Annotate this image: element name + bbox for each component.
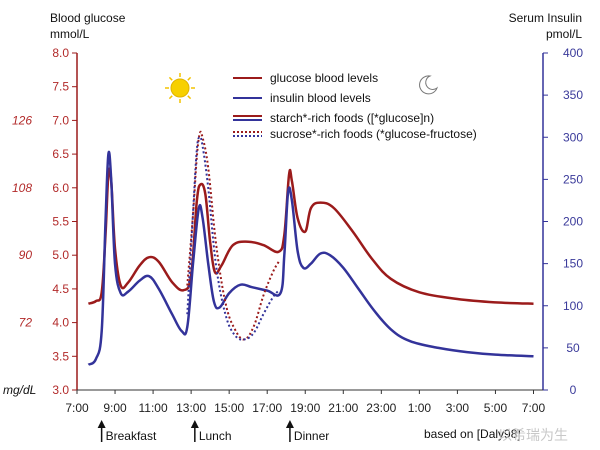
mgdl-unit-label: mg/dL	[3, 383, 36, 397]
meal-label: Dinner	[294, 429, 329, 443]
mgdl-tick-label: 72	[19, 316, 33, 330]
right-axis-title: Serum Insulin	[509, 11, 582, 25]
x-tick-label: 9:00	[103, 401, 127, 415]
right-tick-label: 400	[563, 46, 583, 60]
left-tick-label: 7.5	[52, 80, 69, 94]
right-tick-label: 200	[563, 215, 583, 229]
left-axis-title: Blood glucose	[50, 11, 126, 25]
sun-icon	[165, 73, 195, 103]
series-line-insulin-sucrose	[186, 135, 280, 341]
left-tick-label: 3.0	[52, 383, 69, 397]
x-tick-label: 23:00	[366, 401, 396, 415]
left-tick-label: 5.0	[52, 248, 69, 262]
left-tick-label: 5.5	[52, 215, 69, 229]
left-tick-label: 6.0	[52, 181, 69, 195]
right-tick-label: 150	[563, 257, 583, 271]
right-tick-label: 250	[563, 172, 583, 186]
x-tick-label: 7:00	[522, 401, 546, 415]
ticks-layer: 3.0 3.5 4.0 4.5 5.0 5.5 6.0 6.5 7.0 7.5 8.0 72 90 108…	[12, 46, 583, 415]
crescent-moon-icon	[419, 75, 439, 95]
x-tick-label: 11:00	[139, 401, 168, 415]
right-tick-label: 300	[563, 130, 583, 144]
left-axis-unit: mmol/L	[50, 27, 90, 41]
right-axis-unit: pmol/L	[546, 27, 582, 41]
legend-label-glucose: glucose blood levels	[270, 71, 378, 85]
legend: glucose blood levels insulin blood level…	[233, 71, 477, 141]
x-tick-label: 21:00	[328, 401, 358, 415]
x-tick-label: 5:00	[484, 401, 508, 415]
x-tick-label: 1:00	[408, 401, 432, 415]
mgdl-tick-label: 108	[12, 181, 32, 195]
x-tick-label: 19:00	[290, 401, 320, 415]
series-line-insulin-starch	[87, 150, 534, 366]
left-tick-label: 3.5	[52, 349, 69, 363]
x-tick-label: 15:00	[214, 401, 244, 415]
meal-label: Breakfast	[106, 429, 157, 443]
source-note: based on [Daly98]	[424, 427, 521, 441]
right-tick-label: 100	[563, 299, 583, 313]
legend-label-sucrose: sucrose*-rich foods (*glucose-fructose)	[270, 127, 477, 141]
mgdl-tick-label: 90	[19, 248, 33, 262]
meal-arrow-head	[97, 420, 106, 428]
x-tick-label: 13:00	[176, 401, 206, 415]
legend-label-insulin: insulin blood levels	[270, 91, 371, 105]
x-tick-label: 3:00	[446, 401, 470, 415]
right-tick-label: 350	[563, 88, 583, 102]
right-tick-label: 50	[566, 341, 580, 355]
right-tick-label: 0	[570, 383, 577, 397]
left-tick-label: 4.5	[52, 282, 69, 296]
x-tick-label: 17:00	[252, 401, 282, 415]
meal-arrow-head	[190, 420, 199, 428]
series-layer	[87, 130, 534, 366]
left-tick-label: 7.0	[52, 113, 69, 127]
series-line-glucose-sucrose	[186, 130, 280, 341]
meal-label: Lunch	[199, 429, 232, 443]
watermark: 以希瑞为生	[498, 428, 568, 444]
left-tick-label: 8.0	[52, 46, 69, 60]
meal-annotations: Breakfast Lunch Dinner	[97, 420, 329, 443]
x-tick-label: 7:00	[65, 401, 89, 415]
left-tick-label: 6.5	[52, 147, 69, 161]
legend-label-starch: starch*-rich foods ([*glucose]n)	[270, 111, 434, 125]
meal-arrow-head	[285, 420, 294, 428]
left-tick-label: 4.0	[52, 316, 69, 330]
mgdl-tick-label: 126	[12, 113, 32, 127]
